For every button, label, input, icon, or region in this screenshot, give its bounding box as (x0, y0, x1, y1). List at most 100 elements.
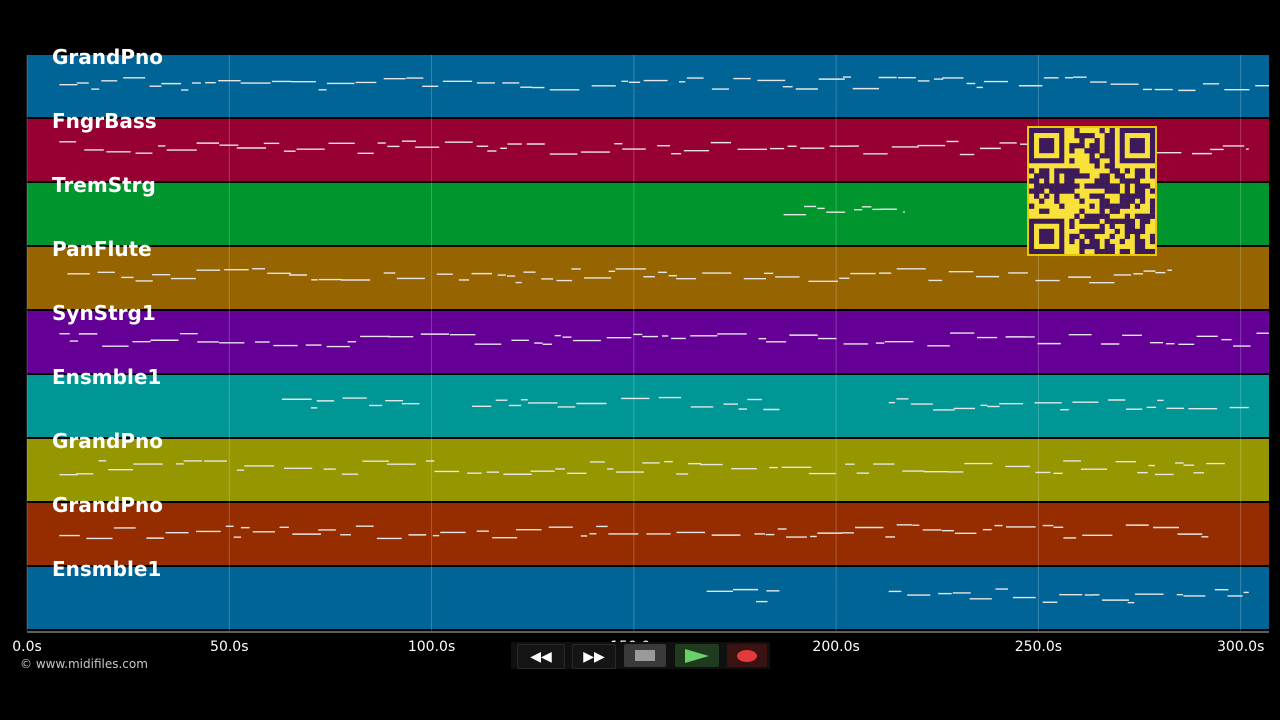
qr-module (1054, 198, 1060, 204)
qr-module (1094, 148, 1100, 154)
qr-module (1034, 193, 1040, 199)
qr-module (1089, 243, 1095, 250)
qr-module (1044, 193, 1050, 199)
qr-module (1089, 158, 1095, 164)
qr-module (1084, 228, 1090, 235)
rewind-button[interactable]: ◀◀ (517, 644, 565, 669)
qr-module (1104, 203, 1110, 209)
qr-module (1034, 183, 1040, 189)
qr-module (1109, 188, 1115, 194)
qr-module (1099, 173, 1105, 179)
qr-module (1134, 248, 1141, 255)
track-label: FngrBass (52, 109, 157, 133)
tick-label: 50.0s (210, 639, 249, 655)
track-notes (59, 332, 1269, 348)
qr-module (1109, 208, 1115, 214)
qr-module (1104, 173, 1110, 179)
qr-module (1089, 193, 1095, 199)
qr-module (1029, 203, 1035, 209)
qr-module (1129, 228, 1136, 235)
fast-forward-icon: ▶▶ (583, 648, 605, 665)
qr-module (1089, 233, 1095, 240)
qr-module (1089, 183, 1095, 189)
qr-module (1134, 203, 1141, 209)
qr-module (1129, 218, 1136, 224)
qr-module (1029, 188, 1035, 194)
qr-module (1144, 248, 1151, 255)
qr-module (1074, 183, 1080, 189)
qr-module (1084, 183, 1090, 189)
copyright-text: © www.midifiles.com (20, 657, 148, 671)
qr-finder-center (1039, 228, 1055, 244)
qr-module (1124, 233, 1130, 240)
qr-module (1109, 243, 1115, 250)
play-button[interactable] (675, 644, 719, 667)
qr-module (1074, 233, 1080, 240)
tick-label: 0.0s (12, 639, 42, 655)
qr-module (1134, 178, 1141, 184)
qr-module (1134, 188, 1141, 194)
qr-module (1149, 208, 1156, 214)
qr-module (1109, 218, 1115, 224)
qr-module (1074, 193, 1080, 199)
qr-module (1034, 178, 1040, 184)
qr-module (1074, 133, 1080, 139)
qr-module (1079, 198, 1085, 204)
qr-module (1104, 213, 1110, 219)
qr-module (1124, 198, 1130, 204)
qr-module (1134, 243, 1141, 250)
track-notes (59, 140, 1249, 156)
qr-module (1069, 183, 1075, 189)
track-lane (27, 567, 1269, 629)
qr-module (1044, 183, 1050, 189)
record-button[interactable] (727, 644, 767, 667)
stop-button[interactable] (624, 644, 666, 667)
qr-module (1064, 178, 1070, 184)
track-label: GrandPno (52, 493, 163, 517)
qr-module (1079, 208, 1085, 214)
qr-module (1144, 213, 1151, 219)
qr-module (1034, 188, 1040, 194)
qr-module (1109, 223, 1115, 229)
qr-module (1084, 173, 1090, 179)
qr-module (1104, 163, 1110, 169)
qr-module (1044, 208, 1050, 214)
qr-module (1119, 178, 1125, 184)
qr-module (1074, 173, 1080, 179)
qr-module (1059, 183, 1065, 189)
track-label: GrandPno (52, 45, 163, 69)
track-lane (27, 375, 1269, 437)
rewind-icon: ◀◀ (530, 648, 552, 665)
qr-module (1119, 173, 1125, 179)
tick-label: 200.0s (812, 639, 860, 655)
qr-module (1039, 168, 1045, 174)
track-label: GrandPno (52, 429, 163, 453)
fast-forward-button[interactable]: ▶▶ (572, 644, 616, 669)
qr-module (1069, 178, 1075, 184)
qr-module (1074, 128, 1080, 134)
qr-module (1104, 153, 1110, 159)
qr-module (1084, 133, 1090, 139)
qr-module (1134, 193, 1141, 199)
qr-module (1149, 203, 1156, 209)
qr-module (1099, 128, 1105, 134)
qr-module (1069, 233, 1075, 240)
qr-module (1094, 213, 1100, 219)
qr-module (1134, 238, 1141, 245)
qr-module (1129, 178, 1136, 184)
qr-module (1124, 248, 1130, 255)
qr-module (1119, 248, 1125, 255)
qr-module (1094, 138, 1100, 144)
qr-module (1149, 248, 1156, 255)
qr-module (1139, 243, 1146, 250)
qr-module (1134, 183, 1141, 189)
qr-module (1089, 143, 1095, 149)
qr-module (1094, 163, 1100, 169)
qr-module (1099, 178, 1105, 184)
qr-module (1039, 198, 1045, 204)
qr-module (1079, 133, 1085, 139)
qr-module (1089, 153, 1095, 159)
qr-module (1054, 178, 1060, 184)
qr-module (1039, 183, 1045, 189)
